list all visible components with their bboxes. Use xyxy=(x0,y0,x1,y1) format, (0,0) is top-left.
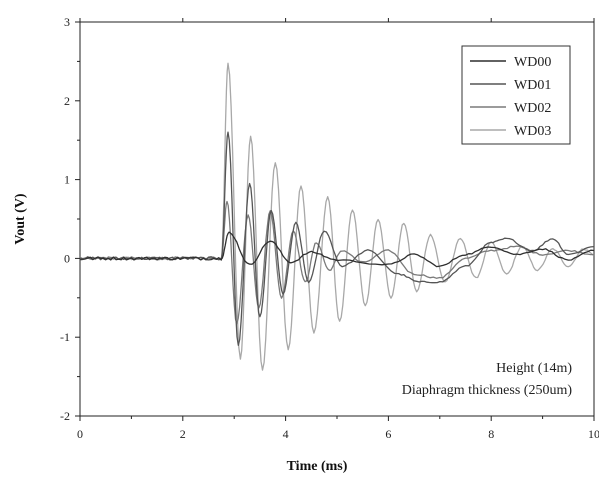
annotation-text: Diaphragm thickness (250um) xyxy=(402,383,573,398)
axes: 0 2 4 6 8 10 -2 -1 0 1 2 3 Time (ms) Vout (V) xyxy=(13,15,599,474)
y-tick-label: 0 xyxy=(64,251,70,265)
y-tick-label: -1 xyxy=(60,330,70,344)
legend-label-wd00: WD00 xyxy=(514,55,551,70)
x-tick-label: 0 xyxy=(77,427,83,441)
series-lines xyxy=(79,62,595,371)
x-tick-label: 6 xyxy=(385,427,391,441)
annotations: Height (14m) Diaphragm thickness (250um) xyxy=(402,361,573,398)
x-tick-label: 4 xyxy=(283,427,289,441)
legend: WD00 WD01 WD02 WD03 xyxy=(461,45,571,145)
legend-box xyxy=(461,45,571,145)
y-tick-label: 2 xyxy=(64,94,70,108)
y-axis-title: Vout (V) xyxy=(13,193,28,245)
x-axis-title: Time (ms) xyxy=(287,459,348,474)
series-line-wd01 xyxy=(79,131,595,346)
y-tick-label: 3 xyxy=(64,15,70,29)
x-tick-label: 2 xyxy=(180,427,186,441)
legend-label-wd03: WD03 xyxy=(514,124,551,139)
x-tick-label: 8 xyxy=(488,427,494,441)
y-tick-label: 1 xyxy=(64,173,70,187)
x-tick-label: 10 xyxy=(588,427,599,441)
annotation-text: Height (14m) xyxy=(496,361,572,376)
legend-label-wd01: WD01 xyxy=(514,78,551,93)
y-tick-label: -2 xyxy=(60,409,70,423)
legend-label-wd02: WD02 xyxy=(514,101,551,116)
series-line-wd00 xyxy=(79,231,595,268)
